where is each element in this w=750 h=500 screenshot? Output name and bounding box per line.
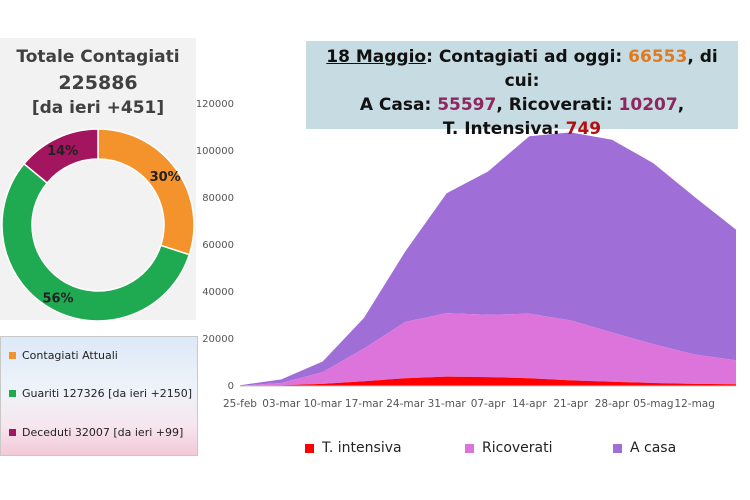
area-series-casa bbox=[240, 132, 736, 386]
area-legend-label-casa: A casa bbox=[630, 440, 677, 456]
banner-contagiati-suffix: , di cui: bbox=[504, 47, 718, 91]
area-legend-item-ricoverati: Ricoverati bbox=[465, 440, 553, 456]
y-tick-label: 40000 bbox=[202, 287, 234, 298]
legend-label-deceduti: Deceduti 32007 [da ieri +99] bbox=[22, 426, 184, 439]
legend-item-attuali: Contagiati Attuali bbox=[9, 349, 118, 362]
donut-label-deceduti: 14% bbox=[47, 144, 78, 159]
legend-item-deceduti: Deceduti 32007 [da ieri +99] bbox=[9, 426, 183, 439]
banner-contagiati-label: : Contagiati ad oggi: bbox=[426, 47, 629, 67]
area-legend-label-intensiva: T. intensiva bbox=[322, 440, 402, 456]
y-tick-label: 120000 bbox=[196, 99, 234, 110]
donut-slice-attuali bbox=[97, 128, 195, 256]
area-legend-swatch-ricoverati bbox=[465, 443, 474, 453]
donut-label-attuali: 30% bbox=[150, 170, 181, 185]
x-tick-label: 28-apr bbox=[595, 398, 630, 410]
donut-slice-guariti bbox=[1, 162, 191, 322]
banner-intensiva-label: T. Intensiva: bbox=[442, 119, 566, 139]
x-tick-label: 05-mag bbox=[633, 398, 673, 410]
x-tick-label: 03-mar bbox=[262, 398, 301, 410]
area-legend-item-casa: A casa bbox=[613, 440, 676, 456]
legend-swatch-guariti bbox=[9, 390, 16, 397]
banner-line-1: 18 Maggio: Contagiati ad oggi: 66553, di… bbox=[306, 45, 738, 93]
x-tick-label: 07-apr bbox=[471, 398, 506, 410]
area-chart: 0 20000 40000 60000 80000 100000 120000 25-feb 0… bbox=[196, 99, 736, 410]
x-tick-label: 31-mar bbox=[428, 398, 467, 410]
legend-item-guariti: Guariti 127326 [da ieri +2150] bbox=[9, 387, 192, 400]
area-series-intensiva bbox=[240, 376, 736, 386]
y-tick-label: 60000 bbox=[202, 240, 234, 251]
x-tick-label: 25-feb bbox=[223, 398, 257, 410]
banner-ricoverati-value: 10207 bbox=[618, 95, 678, 115]
legend-label-guariti: Guariti 127326 [da ieri +2150] bbox=[22, 387, 193, 400]
x-tick-label: 10-mar bbox=[304, 398, 343, 410]
banner-intensiva-value: 749 bbox=[565, 119, 602, 139]
area-legend-item-intensiva: T. intensiva bbox=[305, 440, 402, 456]
legend-swatch-attuali bbox=[9, 352, 16, 359]
banner-contagiati-value: 66553 bbox=[628, 47, 688, 67]
y-tick-label: 100000 bbox=[196, 146, 234, 157]
y-tick-label: 20000 bbox=[202, 334, 234, 345]
legend-swatch-deceduti bbox=[9, 429, 16, 436]
banner-casa-label: A Casa: bbox=[359, 95, 438, 115]
x-tick-label: 21-apr bbox=[553, 398, 588, 410]
donut-label-guariti: 56% bbox=[42, 292, 73, 307]
summary-total: 225886 bbox=[58, 72, 138, 94]
x-tick-label: 14-apr bbox=[512, 398, 547, 410]
area-legend-label-ricoverati: Ricoverati bbox=[482, 440, 553, 456]
banner-date: 18 Maggio bbox=[326, 47, 427, 67]
legend-label-attuali: Contagiati Attuali bbox=[22, 349, 118, 362]
y-tick-label: 80000 bbox=[202, 193, 234, 204]
banner-casa-value: 55597 bbox=[437, 95, 497, 115]
banner-ricoverati-suffix: , bbox=[677, 95, 685, 115]
summary-title: Totale Contagiati bbox=[16, 47, 180, 67]
y-tick-label: 0 bbox=[228, 381, 234, 392]
donut-slice-deceduti bbox=[22, 128, 99, 184]
area-legend-swatch-intensiva bbox=[305, 443, 314, 453]
x-tick-label: 12-mag bbox=[674, 398, 714, 410]
x-tick-label: 17-mar bbox=[345, 398, 384, 410]
area-legend-swatch-casa bbox=[613, 443, 622, 453]
banner-ricoverati-label: , Ricoverati: bbox=[496, 95, 619, 115]
x-tick-label: 24-mar bbox=[386, 398, 425, 410]
banner-line-2: A Casa: 55597, Ricoverati: 10207, bbox=[306, 93, 738, 117]
info-banner: 18 Maggio: Contagiati ad oggi: 66553, di… bbox=[306, 41, 738, 139]
area-series-ricoverati bbox=[240, 313, 736, 386]
summary-delta: [da ieri +451] bbox=[31, 98, 165, 118]
banner-line-3: T. Intensiva: 749 bbox=[306, 117, 738, 141]
donut-legend: Contagiati Attuali Guariti 127326 [da ie… bbox=[0, 336, 198, 456]
donut-chart: 30% 56% 14% bbox=[1, 128, 195, 322]
